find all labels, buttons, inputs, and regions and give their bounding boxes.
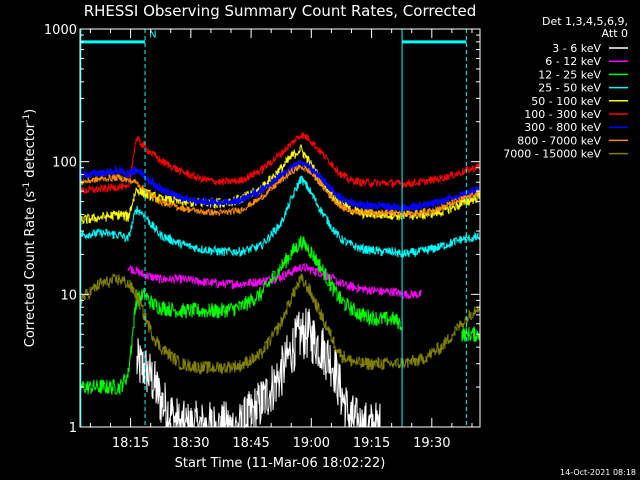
x-tick-label: 18:15	[112, 436, 149, 451]
x-tick-label: 19:15	[353, 436, 390, 451]
y-axis: 1 10 100 1000	[44, 23, 480, 436]
legend-label-25-50-kev: 25 - 50 keV	[538, 82, 601, 95]
legend-label-100-300-kev: 100 - 300 keV	[524, 108, 601, 121]
series-6-12-kev-trace	[127, 262, 422, 300]
footer-timestamp: 14-Oct-2021 08:18	[560, 468, 636, 477]
vertical-markers: N	[80, 29, 467, 427]
legend-header: Att 0	[602, 27, 628, 40]
x-axis-label: Start Time (11-Mar-06 18:02:22)	[175, 456, 386, 471]
series-50-100-kev-trace	[79, 144, 481, 226]
legend-label-300-800-kev: 300 - 800 keV	[524, 121, 601, 134]
y-axis-label: Corrected Count Rate (s-1 detector-1)	[22, 109, 38, 347]
legend-label-12-25-kev: 12 - 25 keV	[538, 68, 601, 81]
x-tick-label: 18:30	[172, 436, 209, 451]
y-label-mid: detector	[23, 122, 38, 182]
y-tick-label: 100	[52, 156, 77, 171]
legend-label-7000-15000-kev: 7000 - 15000 keV	[503, 148, 601, 161]
legend-label-800-7000-kev: 800 - 7000 keV	[517, 134, 601, 147]
annotation-label: N	[149, 30, 156, 41]
chart-title: RHESSI Observing Summary Count Rates, Co…	[84, 2, 477, 20]
plot-frame	[79, 28, 481, 428]
x-tick-label: 19:30	[413, 436, 450, 451]
y-label-end: )	[23, 109, 38, 114]
y-tick-label: 1	[69, 421, 77, 436]
series-3-6-kev-trace	[136, 308, 381, 429]
x-tick-label: 19:00	[293, 436, 330, 451]
series-25-50-kev-trace	[79, 175, 481, 258]
legend-label-3-6-kev: 3 - 6 keV	[552, 42, 601, 55]
y-label-sup1: -1	[22, 182, 32, 191]
y-label-main: Corrected Count Rate (s	[23, 191, 38, 348]
legend-header: Det 1,3,4,5,6,9,	[542, 15, 628, 28]
series-100-300-kev-trace	[79, 132, 481, 195]
y-label-sup2: -1	[22, 114, 32, 123]
series-800-7000-kev-trace	[79, 164, 481, 219]
series-12-25-kev-trace	[79, 235, 481, 395]
legend-label-50-100-kev: 50 - 100 keV	[531, 95, 601, 108]
series-traces	[79, 132, 481, 429]
y-tick-label: 1000	[44, 23, 77, 38]
series-7000-15000-kev-trace	[79, 273, 481, 375]
series-300-800-kev-trace	[79, 160, 481, 214]
x-axis: 18:15 18:30 18:45 19:00 19:15 19:30	[89, 29, 473, 451]
legend-label-6-12-kev: 6 - 12 keV	[545, 55, 601, 68]
y-tick-label: 10	[60, 288, 77, 303]
x-tick-label: 18:45	[232, 436, 269, 451]
